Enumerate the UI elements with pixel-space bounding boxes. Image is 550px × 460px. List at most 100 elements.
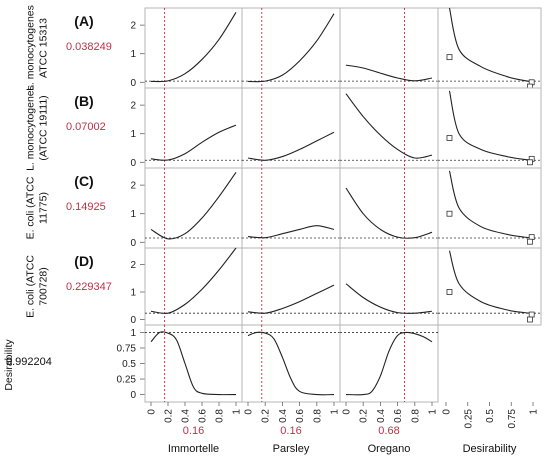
y-axis-B: 0 1 2 [130,101,145,169]
x-axes: 0 0.2 0.4 0.6 0.8 1 0.16 Immortelle 0 0.2 0.4 0.6 0.… [147,402,540,455]
y-tick-label: 0 [130,238,136,249]
y-axis-A: 0 1 2 [130,21,145,89]
desirability-curve [448,250,534,314]
row-value: 0.07002 [66,121,106,133]
panel-frame [144,87,243,169]
panel-frame [437,247,542,326]
profile-curve [345,64,433,82]
desirability-curve [448,90,534,161]
y-tick-label: 2 [130,260,136,271]
profile-curve [150,11,237,83]
panel-D-2 [241,247,341,326]
x-tick-label: 0 [342,409,353,415]
panel-A-3 [339,7,439,89]
row-letter: (C) [74,173,93,189]
profile-curve [247,13,335,83]
profile-curve [247,284,335,314]
x-axis-1: 0 0.2 0.4 0.6 0.8 1 0.16 Immortelle [147,402,243,455]
x-axis-label: Immortelle [168,443,219,455]
y-tick-label: 0 [130,158,136,169]
panel-C-4 [437,167,542,249]
row-label-text: 700728) [38,267,50,306]
x-tick-label: 0.6 [393,409,404,423]
row-label-text: Desirability [3,339,15,391]
panel-frame [144,7,243,89]
x-tick-label: 0.6 [198,409,209,423]
x-axis-3: 0 0.2 0.4 0.6 0.8 1 0.68 Oregano [342,402,439,455]
x-tick-label: 0.5 [485,409,496,423]
panel-frame [144,324,243,403]
row-label-text: (ATCC 19111) [38,95,50,160]
y-tick-label: 0.5 [122,359,136,370]
y-tick-label: 0 [130,390,136,401]
profile-curve [150,331,237,396]
x-tick-label: 0.25 [463,409,474,429]
y-tick-label: 1 [130,209,136,220]
desirability-marker [528,311,535,318]
row-label-text: E. coli (ATCC [25,176,37,239]
desirability-marker [446,289,453,295]
y-tick-label: 1 [130,328,136,339]
panel-B-2 [241,87,341,169]
x-tick-label: 0.4 [278,409,289,423]
x-tick-label: 0.8 [312,409,323,423]
x-tick-label: 0.2 [359,409,370,423]
panel-frame [339,167,439,249]
y-tick-label: 1 [130,129,136,140]
panel-frame [437,87,542,169]
profile-curve [150,124,237,161]
panel-frame [144,167,243,249]
x-tick-label: 1 [232,409,243,415]
y-tick-label: 0.75 [117,343,137,354]
y-axis-E: 0 0.25 0.5 0.75 1 [117,328,145,401]
panel-D-3 [339,247,439,326]
desirability-marker [446,210,453,217]
profile-curve [150,171,237,240]
profile-curve [247,331,335,396]
row-value: 0.038249 [66,41,112,53]
x-tick-label: 0.4 [181,409,192,423]
y-tick-label: 0.25 [117,375,137,386]
profile-curve [150,247,237,314]
panel-D-4 [437,247,542,326]
y-tick-label: 2 [130,101,136,112]
panel-frame [437,7,542,89]
x-tick-label: 1 [428,409,439,415]
x-tick-label: 0.8 [215,409,226,423]
x-tick-label: 0 [442,409,453,415]
panel-B-1 [144,87,243,169]
x-tick-label: 0.4 [376,409,387,423]
profile-curve [247,131,335,161]
current-value-label: 0.16 [280,425,301,437]
y-axis-D: 0 1 2 [130,260,145,326]
row-value: 0.992204 [6,356,52,368]
panel-frame [241,247,341,326]
panel-frame [437,167,542,249]
panel-A-4 [437,7,542,90]
panel-A-1 [144,7,243,89]
row-letter: (A) [74,13,93,29]
row-label-text: L. monocytogenes [25,85,37,171]
row-label-B: (B) L. monocytogenes (ATCC 19111) 0.07002 [25,85,106,171]
desirability-marker [527,316,533,323]
row-labels: (A) L. monocytogenes ATCC 15313 0.038249 0 1 2… [3,5,145,401]
panel-D-1 [144,247,243,326]
x-tick-label: 0.75 [507,409,518,429]
profile-curve [345,283,433,314]
row-label-text: L. monocytogenes [25,5,37,91]
desirability-marker [527,159,533,166]
panel-A-2 [241,7,341,89]
row-label-text: E. coli (ATCC [25,255,37,318]
profile-curve [345,331,433,396]
x-axis-label: Oregano [368,443,411,455]
desirability-marker [446,54,453,61]
profile-curve [345,93,433,159]
row-label-C: (C) E. coli (ATCC 11775) 0.14925 [25,173,106,239]
x-tick-label: 0.8 [410,409,421,423]
desirability-marker [527,238,533,245]
x-tick-label: 0.2 [261,409,272,423]
desirability-curve [448,7,534,83]
panel-grid [144,7,542,403]
